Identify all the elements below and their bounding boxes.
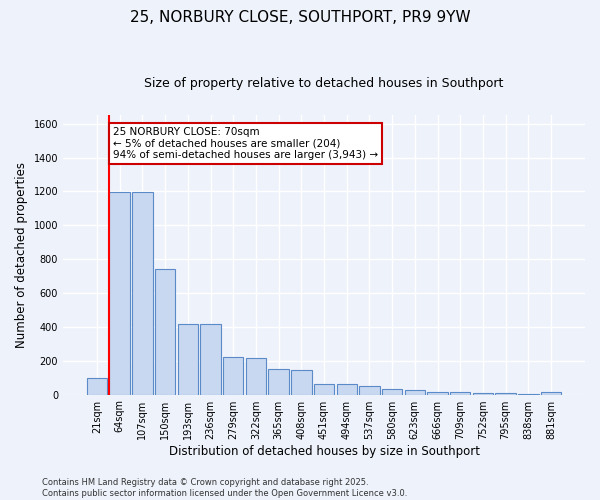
Bar [337, 384, 357, 394]
Bar [223, 358, 244, 395]
Bar [359, 386, 380, 394]
Bar [450, 392, 470, 394]
Bar [291, 370, 311, 394]
Bar [382, 389, 403, 394]
Bar [245, 358, 266, 395]
Bar [132, 192, 152, 394]
Y-axis label: Number of detached properties: Number of detached properties [15, 162, 28, 348]
Bar [404, 390, 425, 394]
Title: Size of property relative to detached houses in Southport: Size of property relative to detached ho… [145, 78, 504, 90]
Bar [541, 392, 561, 394]
Bar [200, 324, 221, 394]
Bar [87, 378, 107, 394]
Text: 25, NORBURY CLOSE, SOUTHPORT, PR9 9YW: 25, NORBURY CLOSE, SOUTHPORT, PR9 9YW [130, 10, 470, 25]
Bar [178, 324, 198, 394]
X-axis label: Distribution of detached houses by size in Southport: Distribution of detached houses by size … [169, 444, 479, 458]
Bar [155, 270, 175, 394]
Bar [473, 393, 493, 394]
Bar [268, 369, 289, 394]
Text: Contains HM Land Registry data © Crown copyright and database right 2025.
Contai: Contains HM Land Registry data © Crown c… [42, 478, 407, 498]
Text: 25 NORBURY CLOSE: 70sqm
← 5% of detached houses are smaller (204)
94% of semi-de: 25 NORBURY CLOSE: 70sqm ← 5% of detached… [113, 127, 378, 160]
Bar [109, 192, 130, 394]
Bar [314, 384, 334, 394]
Bar [427, 392, 448, 394]
Bar [496, 393, 516, 394]
